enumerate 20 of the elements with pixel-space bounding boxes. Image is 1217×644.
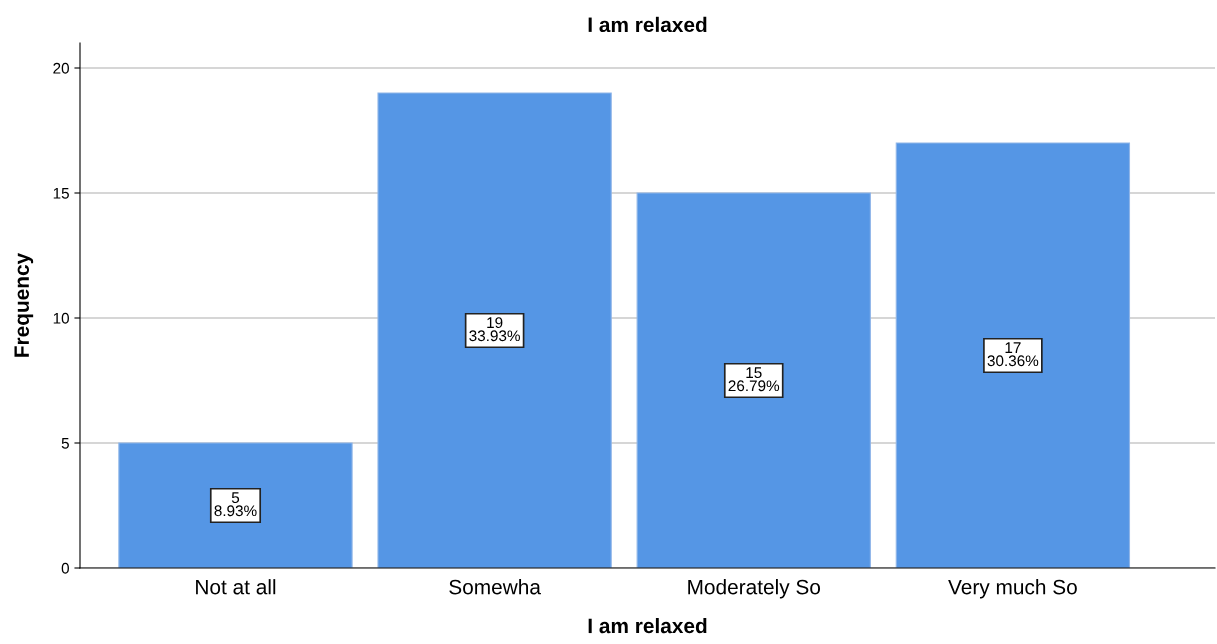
bar <box>895 142 1131 568</box>
y-tick-label: 5 <box>61 438 69 449</box>
data-label: 5 8.93% <box>214 492 257 517</box>
x-tick-label: Very much So <box>948 579 1077 599</box>
data-label: 15 26.79% <box>728 367 780 392</box>
x-tick-label: Not at all <box>196 579 276 595</box>
y-tick-label: 10 <box>53 312 69 324</box>
y-tick-label: 15 <box>53 188 69 199</box>
x-tick-label: Somewha <box>449 579 541 595</box>
bar <box>636 192 871 568</box>
chart-title: I am relaxed <box>588 16 707 33</box>
x-axis-title: I am relaxed <box>588 617 707 634</box>
y-axis-title: Frequency <box>14 252 34 357</box>
bar <box>377 92 612 568</box>
y-tick-label: 20 <box>53 62 69 74</box>
data-label: 19 33.93% <box>469 317 520 342</box>
bar <box>118 442 353 568</box>
x-tick-label: Moderately So <box>688 579 821 599</box>
data-label: 17 30.36% <box>987 342 1039 367</box>
y-tick-label: 0 <box>61 562 69 574</box>
